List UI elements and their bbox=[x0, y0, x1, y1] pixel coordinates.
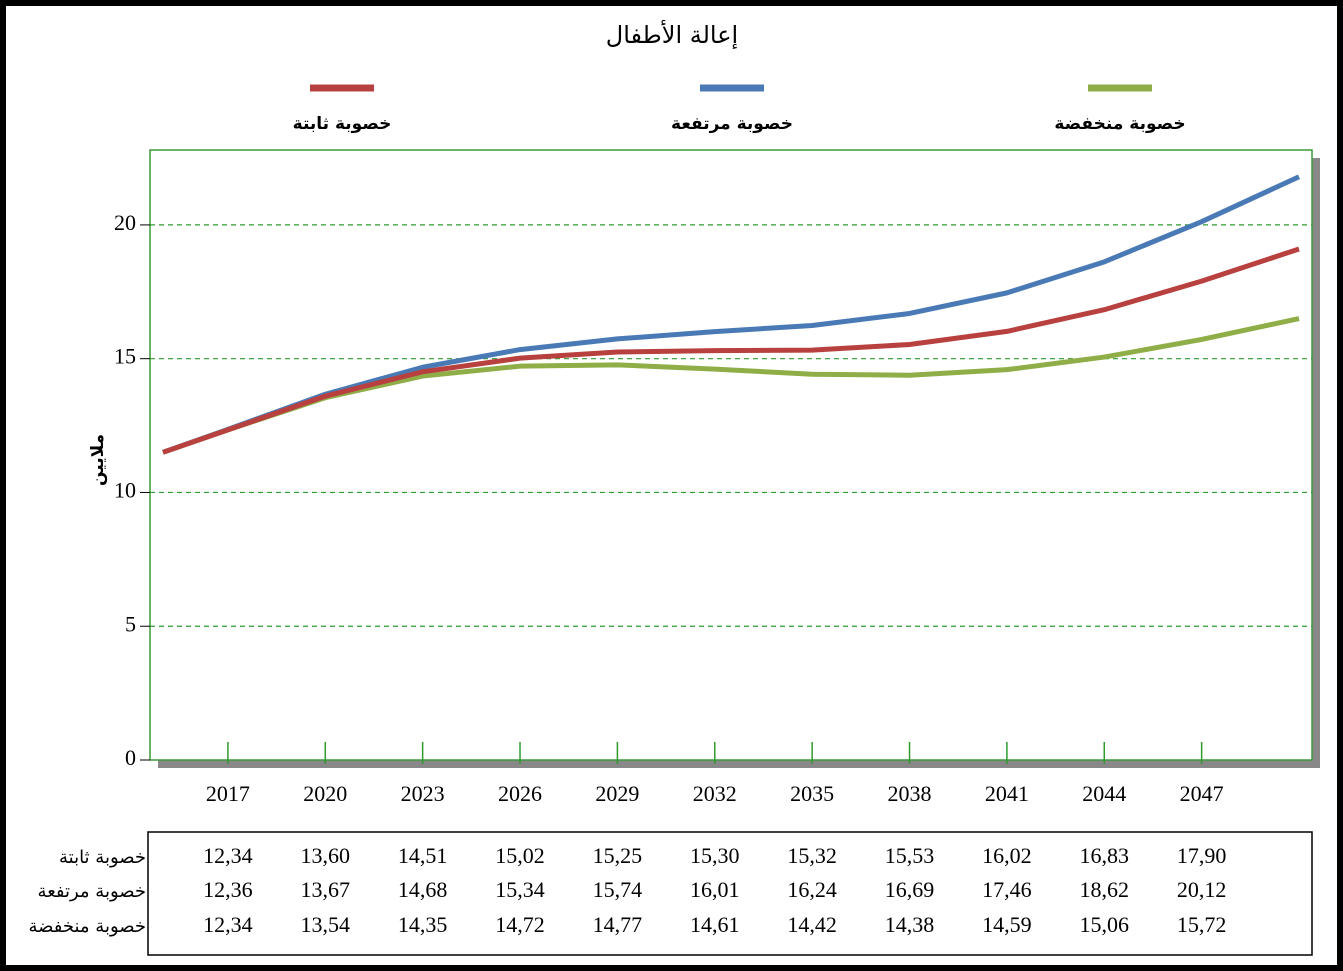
x-tick-label: 2026 bbox=[498, 781, 542, 806]
x-tick-label: 2038 bbox=[888, 781, 932, 806]
table-cell: 17,90 bbox=[1177, 843, 1227, 868]
table-cell: 12,36 bbox=[203, 877, 253, 902]
x-tick-label: 2035 bbox=[790, 781, 834, 806]
table-cell: 15,25 bbox=[593, 843, 643, 868]
y-tick-label: 20 bbox=[114, 210, 136, 235]
table-row-label: خصوبة ثابتة bbox=[59, 847, 146, 868]
y-axis-label: ملايين bbox=[88, 434, 108, 486]
table-cell: 14,77 bbox=[593, 912, 643, 937]
table-cell: 14,61 bbox=[690, 912, 740, 937]
y-tick-label: 5 bbox=[125, 611, 136, 636]
x-tick-label: 2020 bbox=[303, 781, 347, 806]
y-tick-label: 10 bbox=[114, 478, 136, 503]
plot-area bbox=[149, 149, 1313, 761]
legend-label: خصوبة ثابتة bbox=[293, 114, 392, 134]
table-cell: 15,72 bbox=[1177, 912, 1227, 937]
table-cell: 12,34 bbox=[203, 843, 253, 868]
table-cell: 18,62 bbox=[1080, 877, 1130, 902]
table-cell: 15,53 bbox=[885, 843, 935, 868]
x-tick-label: 2023 bbox=[401, 781, 445, 806]
x-tick-label: 2017 bbox=[206, 781, 250, 806]
table-cell: 14,42 bbox=[787, 912, 837, 937]
table-cell: 15,02 bbox=[495, 843, 545, 868]
table-cell: 14,35 bbox=[398, 912, 448, 937]
table-cell: 15,34 bbox=[495, 877, 545, 902]
x-tick-label: 2029 bbox=[595, 781, 639, 806]
table-cell: 17,46 bbox=[982, 877, 1032, 902]
y-tick-label: 0 bbox=[125, 745, 136, 770]
table-row-label: خصوبة منخفضة bbox=[29, 916, 146, 937]
table-cell: 15,06 bbox=[1080, 912, 1130, 937]
series-line bbox=[162, 246, 1300, 455]
table-cell: 14,68 bbox=[398, 877, 448, 902]
chart-title: إعالة الأطفال bbox=[606, 20, 738, 50]
y-tick-label: 15 bbox=[114, 344, 136, 369]
table-row-label: خصوبة مرتفعة bbox=[38, 881, 146, 902]
table-cell: 15,30 bbox=[690, 843, 740, 868]
table-cell: 14,72 bbox=[495, 912, 545, 937]
x-tick-label: 2047 bbox=[1180, 781, 1224, 806]
table-cell: 15,74 bbox=[593, 877, 643, 902]
table-cell: 13,67 bbox=[301, 877, 351, 902]
x-tick-label: 2044 bbox=[1082, 781, 1126, 806]
legend-label: خصوبة منخفضة bbox=[1054, 114, 1185, 134]
table-cell: 15,32 bbox=[787, 843, 837, 868]
table-cell: 14,59 bbox=[982, 912, 1032, 937]
table-cell: 16,69 bbox=[885, 877, 935, 902]
x-tick-label: 2041 bbox=[985, 781, 1029, 806]
x-tick-label: 2032 bbox=[693, 781, 737, 806]
table-cell: 20,12 bbox=[1177, 877, 1227, 902]
table-box bbox=[147, 831, 1313, 956]
table-cell: 16,24 bbox=[787, 877, 837, 902]
table-cell: 13,54 bbox=[301, 912, 351, 937]
table-cell: 14,51 bbox=[398, 843, 448, 868]
table-cell: 16,01 bbox=[690, 877, 740, 902]
table-cell: 16,02 bbox=[982, 843, 1032, 868]
table-cell: 13,60 bbox=[301, 843, 351, 868]
legend-label: خصوبة مرتفعة bbox=[671, 114, 793, 134]
table-cell: 14,38 bbox=[885, 912, 935, 937]
table-cell: 12,34 bbox=[203, 912, 253, 937]
table-cell: 16,83 bbox=[1080, 843, 1130, 868]
